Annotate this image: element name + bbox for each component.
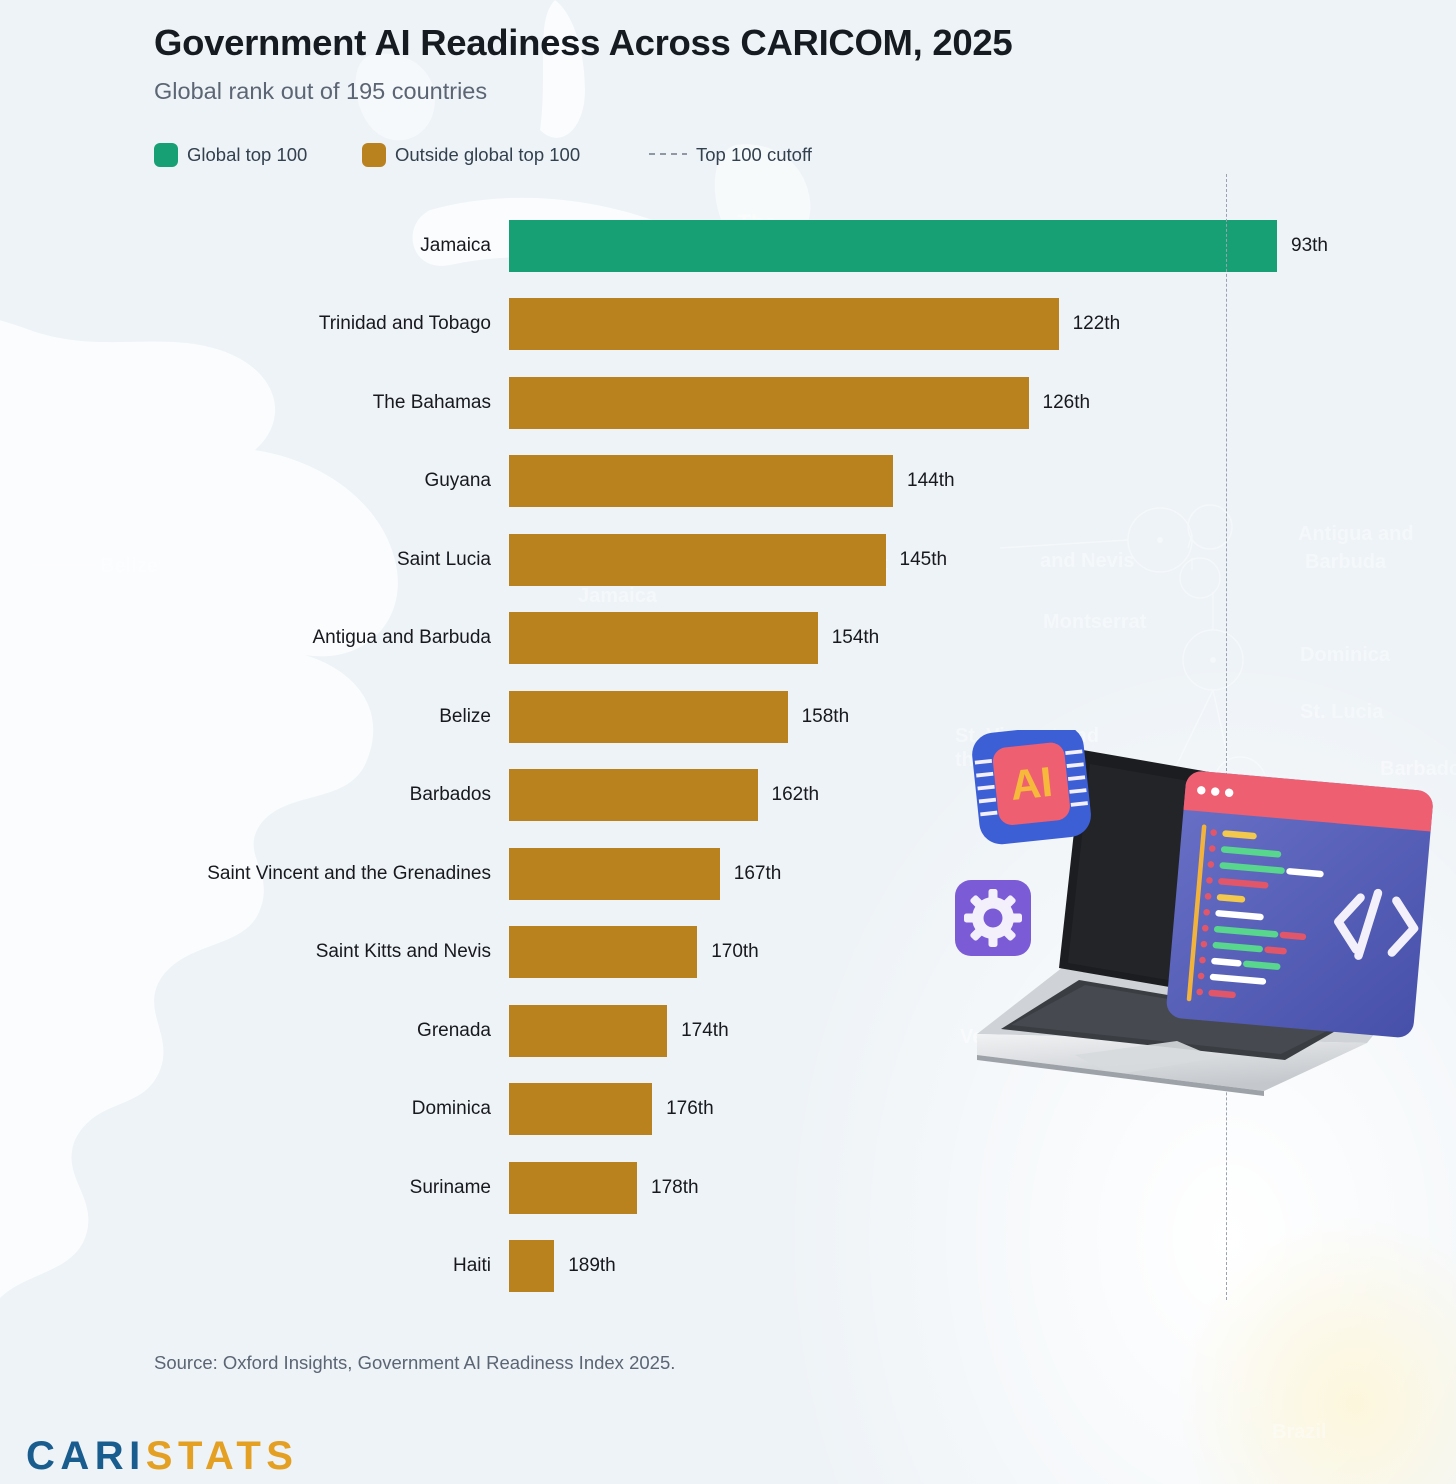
- svg-text:Montserrat: Montserrat: [1043, 611, 1147, 633]
- svg-text:Dominica: Dominica: [1300, 644, 1391, 666]
- svg-text:Barbuda: Barbuda: [1305, 551, 1387, 573]
- svg-text:St. Lucia: St. Lucia: [1300, 701, 1384, 723]
- svg-text:Top 100 cutoff: Top 100 cutoff: [696, 144, 813, 165]
- svg-text:CARISTATS: CARISTATS: [26, 1434, 298, 1478]
- svg-text:AI: AI: [1008, 758, 1055, 809]
- svg-text:Brazil: Brazil: [1272, 1421, 1326, 1443]
- svg-text:Outside global top 100: Outside global top 100: [395, 144, 580, 165]
- svg-text:Antigua and: Antigua and: [1298, 523, 1414, 545]
- svg-text:Global top 100: Global top 100: [187, 144, 307, 165]
- svg-text:Jamaica: Jamaica: [578, 585, 658, 607]
- svg-text:and Nevis: and Nevis: [1040, 550, 1134, 572]
